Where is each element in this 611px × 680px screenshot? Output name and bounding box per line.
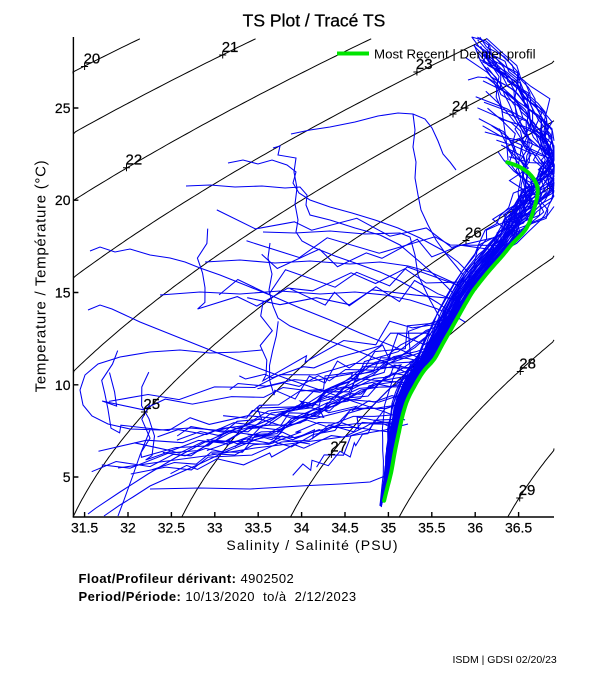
svg-text:20: 20	[84, 51, 101, 68]
svg-text:35.5: 35.5	[418, 519, 445, 535]
svg-text:Most Recent | Dernier profil: Most Recent | Dernier profil	[374, 47, 536, 62]
svg-text:35: 35	[381, 519, 397, 535]
svg-text:Salinity / Salinité (PSU): Salinity / Salinité (PSU)	[226, 537, 398, 553]
svg-text:34: 34	[294, 519, 310, 535]
svg-text:20: 20	[55, 192, 71, 208]
svg-text:21: 21	[222, 39, 239, 56]
svg-text:26: 26	[465, 225, 482, 242]
svg-text:TS Plot / Tracé TS: TS Plot / Tracé TS	[243, 11, 386, 31]
svg-text:29: 29	[519, 482, 536, 499]
svg-text:32: 32	[120, 519, 136, 535]
svg-text:33.5: 33.5	[245, 519, 272, 535]
svg-text:Period/Période: 10/13/2020 to: Period/Période: 10/13/2020 to/à 2/12/202…	[79, 589, 357, 604]
svg-text:5: 5	[63, 469, 71, 485]
svg-text:25: 25	[143, 396, 160, 413]
svg-text:Float/Profileur dérivant: 4902: Float/Profileur dérivant: 4902502	[79, 571, 295, 586]
svg-text:27: 27	[330, 438, 347, 455]
svg-text:25: 25	[55, 100, 71, 116]
svg-text:28: 28	[519, 356, 536, 373]
svg-text:22: 22	[126, 152, 143, 169]
svg-text:32.5: 32.5	[158, 519, 185, 535]
svg-text:31.5: 31.5	[71, 519, 98, 535]
svg-text:24: 24	[452, 98, 469, 115]
svg-text:10: 10	[55, 377, 71, 393]
svg-text:33: 33	[207, 519, 223, 535]
svg-text:Temperature / Température (°C): Temperature / Température (°C)	[33, 160, 50, 393]
svg-text:15: 15	[55, 285, 71, 301]
svg-text:36: 36	[467, 519, 483, 535]
svg-text:ISDM | GDSI 02/20/23: ISDM | GDSI 02/20/23	[453, 654, 557, 666]
svg-text:34.5: 34.5	[331, 519, 358, 535]
svg-text:36.5: 36.5	[505, 519, 532, 535]
svg-text:23: 23	[416, 56, 433, 73]
